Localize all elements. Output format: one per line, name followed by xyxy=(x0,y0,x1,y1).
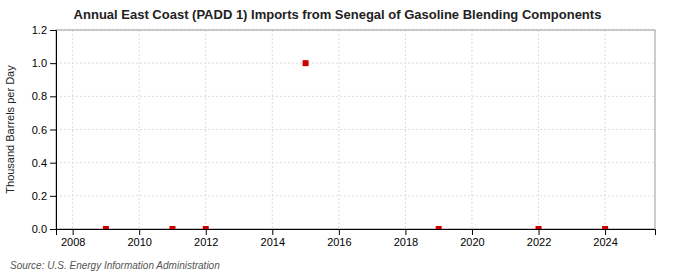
x-tick-label: 2012 xyxy=(194,236,218,248)
y-tick: 0.8 xyxy=(32,90,56,102)
points xyxy=(103,60,608,229)
x-tick-mark xyxy=(73,229,74,235)
x-tick: 2018 xyxy=(394,229,418,248)
point xyxy=(203,226,209,229)
x-tick: 2014 xyxy=(261,229,285,248)
plot: 2008201020122014201620182020202220240.00… xyxy=(32,24,656,248)
x-tick-label: 2010 xyxy=(127,236,151,248)
x-grid-line xyxy=(471,30,472,229)
y-tick: 0.2 xyxy=(32,190,56,202)
x-tick: 2008 xyxy=(61,229,85,248)
x-tick-mark xyxy=(139,229,140,235)
x-grid-line xyxy=(405,30,406,229)
x-tick-label: 2008 xyxy=(61,236,85,248)
y-axis: 0.0 0.2 0.4 0.6 0.8 1.0 1.2 xyxy=(32,24,57,235)
y-tick: 0.6 xyxy=(32,124,56,136)
x-tick: 2022 xyxy=(527,229,551,248)
y-tick-label: 0.0 xyxy=(32,223,47,235)
y-tick-mark xyxy=(50,196,56,197)
y-grid-line xyxy=(56,129,655,130)
point xyxy=(103,226,109,229)
y-tick: 0.0 xyxy=(32,223,56,235)
y-tick-mark xyxy=(50,96,56,97)
x-tick-label: 2018 xyxy=(394,236,418,248)
point xyxy=(536,226,542,229)
y-grid-line xyxy=(56,162,655,163)
y-tick-label: 1.0 xyxy=(32,57,47,69)
y-tick-label: 0.4 xyxy=(32,157,47,169)
y-axis-title: Thousand Barrels per Day xyxy=(4,65,16,194)
y-tick-mark xyxy=(50,63,56,64)
title: Annual East Coast (PADD 1) Imports from … xyxy=(74,7,602,22)
x-tick-mark xyxy=(206,229,207,235)
x-grid-line xyxy=(205,30,206,229)
x-grid-line xyxy=(338,30,339,229)
y-tick: 0.4 xyxy=(32,157,56,169)
x-tick-mark xyxy=(272,229,273,235)
point xyxy=(436,226,442,229)
x-grid-line xyxy=(139,30,140,229)
x-tick: 2016 xyxy=(327,229,351,248)
x-tick: 2010 xyxy=(127,229,151,248)
y-tick-label: 0.6 xyxy=(32,124,47,136)
y-tick-label: 1.2 xyxy=(32,24,47,36)
point xyxy=(303,60,309,66)
point xyxy=(602,226,608,229)
y-tick: 1.2 xyxy=(32,24,56,36)
y-tick: 1.0 xyxy=(32,57,56,69)
x-tick: 2024 xyxy=(593,229,617,248)
x-tick-mark xyxy=(539,229,540,235)
x-tick-label: 2016 xyxy=(327,236,351,248)
x-tick-label: 2024 xyxy=(593,236,617,248)
x-tick-mark xyxy=(405,229,406,235)
y-tick-mark xyxy=(50,229,56,230)
y-axis-line xyxy=(50,31,57,230)
y-grid-line xyxy=(56,195,655,196)
y-tick-label: 0.2 xyxy=(32,190,47,202)
plot-frame xyxy=(56,30,655,229)
y-grid-line xyxy=(56,96,655,97)
source-note: Source: U.S. Energy Information Administ… xyxy=(10,260,220,271)
y-tick-mark xyxy=(50,130,56,131)
x-tick-mark xyxy=(339,229,340,235)
y-grid-line xyxy=(56,63,655,64)
point xyxy=(169,226,175,229)
x-tick-mark xyxy=(605,229,606,235)
x-tick-label: 2014 xyxy=(261,236,285,248)
x-axis-line xyxy=(57,230,656,236)
y-tick-mark xyxy=(50,163,56,164)
y-tick-mark xyxy=(50,30,56,31)
x-tick: 2020 xyxy=(460,229,484,248)
x-tick: 2012 xyxy=(194,229,218,248)
x-tick-label: 2020 xyxy=(460,236,484,248)
grid xyxy=(56,30,655,229)
x-axis: 2008 2010 2012 2014 2016 2018 2020 2022 2024 xyxy=(57,229,656,248)
x-grid-line xyxy=(72,30,73,229)
x-tick-label: 2022 xyxy=(527,236,551,248)
chart: 2008201020122014201620182020202220240.00… xyxy=(0,0,675,275)
x-grid-line xyxy=(272,30,273,229)
x-grid-line xyxy=(538,30,539,229)
x-tick-mark xyxy=(472,229,473,235)
y-tick-label: 0.8 xyxy=(32,90,47,102)
x-grid-line xyxy=(605,30,606,229)
